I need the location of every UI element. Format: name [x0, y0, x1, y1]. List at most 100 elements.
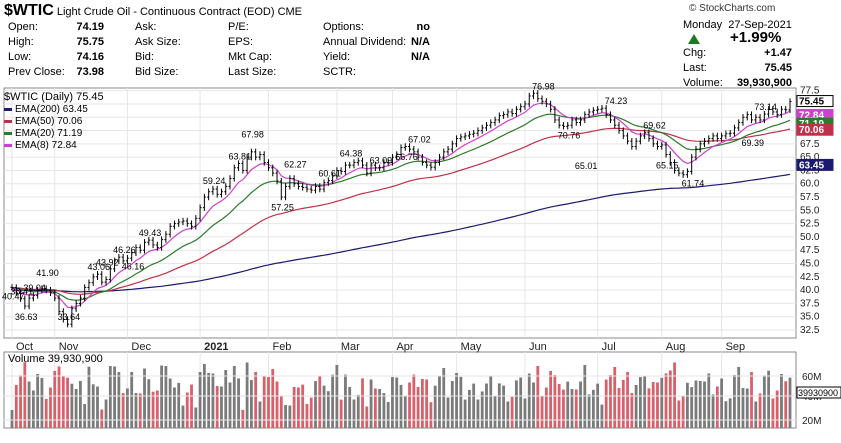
volume-bar	[442, 368, 446, 428]
price-annotation: 67.98	[241, 129, 264, 139]
chart-title: $WTIC Light Crude Oil - Continuous Contr…	[4, 2, 302, 20]
volume-bar	[553, 375, 557, 428]
volume-bar	[549, 371, 553, 428]
quote-label-0-1: High:	[8, 36, 34, 48]
vol-last-tag-box	[796, 386, 841, 399]
price-annotation: 66.76	[395, 152, 418, 162]
price-annotation: 63.81	[229, 151, 252, 161]
volume-bar	[480, 391, 484, 428]
volume-bar	[267, 377, 270, 428]
volume-bar	[621, 380, 625, 428]
volume-bar	[686, 382, 689, 428]
volume-bar	[587, 394, 591, 428]
price-tick-label: 40.0	[800, 285, 820, 296]
volume-bar	[668, 370, 672, 428]
volume-bar	[540, 395, 544, 428]
volume-bar	[177, 382, 181, 428]
volume-bar	[673, 362, 676, 428]
volume-bar	[497, 383, 501, 428]
price-tick-label: 45.0	[800, 259, 820, 270]
quote-label-3-2: Yield:	[323, 51, 351, 63]
price-annotation: 65.01	[575, 161, 598, 171]
price-tick-label: 55.0	[800, 205, 820, 216]
price-annotation: 43.06	[87, 262, 110, 272]
volume-bar	[450, 381, 454, 428]
volume-bar	[643, 375, 647, 428]
volume-bar	[378, 389, 382, 428]
volume-bar	[562, 389, 565, 428]
legend-swatch	[4, 143, 12, 147]
legend-label: EMA(50) 70.06	[15, 116, 83, 127]
price-annotation: 38.41	[11, 287, 34, 297]
volume-bar	[425, 379, 429, 428]
volume-bar	[168, 378, 172, 428]
volume-bar	[369, 379, 373, 428]
ema20-line	[11, 113, 791, 301]
legend-title: $WTIC (Daily) 75.45	[4, 91, 104, 103]
volume-bar	[207, 373, 211, 428]
volume-bar	[194, 407, 198, 428]
x-tick-label: Dec	[131, 341, 151, 353]
ema50-tag-box	[796, 123, 834, 136]
volume-bar	[74, 389, 78, 428]
volume-bar	[237, 378, 240, 428]
x-tick-label: Aug	[666, 341, 686, 353]
volume-bar	[754, 401, 758, 428]
legend-item: EMA(50) 70.06	[4, 116, 82, 127]
volume-bar	[143, 368, 146, 428]
price-annotation: 69.39	[742, 138, 765, 148]
volume-bar	[780, 374, 783, 428]
volume-bar	[275, 381, 279, 428]
x-tick-label: Nov	[59, 341, 79, 353]
right-quote-value-1: 75.45	[764, 62, 792, 74]
volume-bar	[703, 381, 706, 428]
brand-link[interactable]: © StockCharts.com	[689, 3, 776, 14]
volume-bar	[463, 399, 467, 428]
quote-label-2-0: P/E:	[228, 21, 249, 33]
ema8-line	[11, 102, 791, 309]
price-annotation: 36.63	[15, 312, 38, 322]
x-tick-label: Sep	[726, 341, 746, 353]
volume-bar	[198, 372, 202, 428]
exchange: CME	[277, 6, 303, 18]
price-tick-label: 67.5	[800, 139, 820, 150]
volume-bar	[519, 377, 523, 428]
price-annotation: 46.26	[113, 245, 136, 255]
volume-bar	[10, 410, 14, 428]
volume-bar	[344, 374, 347, 428]
quote-label-2-2: Mkt Cap:	[228, 51, 273, 63]
right-quote-label-1: Last:	[683, 62, 707, 74]
volume-bar	[536, 366, 540, 428]
volume-bar	[455, 373, 458, 428]
volume-bar	[600, 404, 604, 428]
volume-bar	[591, 389, 595, 428]
price-annotation: 40.47	[2, 292, 25, 302]
volume-bar	[14, 385, 18, 428]
volume-bar	[36, 374, 40, 428]
volume-bar	[78, 381, 82, 428]
price-annotation: 61.74	[682, 178, 705, 188]
volume-bar	[164, 366, 168, 428]
volume-bar	[113, 366, 116, 428]
quote-value-3-0: no	[416, 21, 430, 33]
quote-day: Monday	[683, 19, 723, 31]
volume-bar	[181, 405, 185, 428]
quote-label-3-0: Options:	[323, 21, 364, 33]
legend-item: EMA(20) 71.19	[4, 128, 82, 139]
volume-bar	[215, 386, 219, 428]
volume-bar	[70, 383, 74, 428]
quote-value-3-2: N/A	[411, 51, 430, 63]
volume-bar	[784, 381, 788, 428]
quote-label-3-1: Annual Dividend:	[323, 36, 407, 48]
volume-bar	[579, 381, 582, 428]
volume-bar	[224, 370, 228, 428]
x-tick-label: Mar	[341, 341, 360, 353]
volume-bar	[57, 366, 61, 428]
volume-bar	[493, 396, 497, 428]
volume-bar	[775, 390, 779, 428]
legend-item: EMA(8) 72.84	[4, 140, 77, 151]
x-tick-label: Feb	[272, 341, 291, 353]
price-annotation: 73.14	[754, 102, 777, 112]
volume-bar	[408, 382, 411, 428]
volume-bar	[245, 362, 249, 428]
